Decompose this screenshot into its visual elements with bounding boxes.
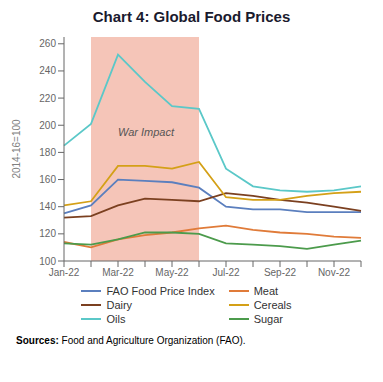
html-text:Sugar: Sugar (253, 313, 283, 325)
svg-text:2014-16=100: 2014-16=100 (11, 119, 22, 179)
html-text:Sources: Food and Agriculture: Sources: Food and Agriculture Organizati… (16, 335, 246, 346)
html-text:Meat: Meat (253, 285, 279, 297)
svg-text:140: 140 (39, 201, 56, 212)
svg-text:120: 120 (39, 228, 56, 239)
svg-text:Jan-22: Jan-22 (49, 267, 80, 278)
html-text:Oils: Oils (106, 313, 126, 325)
html-text:Dairy: Dairy (106, 299, 133, 311)
svg-text:Sep-22: Sep-22 (264, 267, 297, 278)
svg-text:260: 260 (39, 38, 56, 49)
svg-text:War Impact: War Impact (118, 126, 175, 138)
svg-text:Nov-22: Nov-22 (318, 267, 351, 278)
html-text:FAO Food Price Index: FAO Food Price Index (106, 285, 215, 297)
svg-text:200: 200 (39, 120, 56, 131)
svg-text:Mar-22: Mar-22 (102, 267, 134, 278)
svg-text:220: 220 (39, 93, 56, 104)
html-text:Chart 4: Global Food Prices: Chart 4: Global Food Prices (92, 8, 291, 25)
svg-text:100: 100 (39, 256, 56, 267)
svg-text:180: 180 (39, 147, 56, 158)
html-text:Cereals: Cereals (253, 299, 292, 311)
svg-text:Jul-22: Jul-22 (212, 267, 240, 278)
svg-text:240: 240 (39, 65, 56, 76)
svg-text:May-22: May-22 (155, 267, 189, 278)
svg-text:160: 160 (39, 174, 56, 185)
